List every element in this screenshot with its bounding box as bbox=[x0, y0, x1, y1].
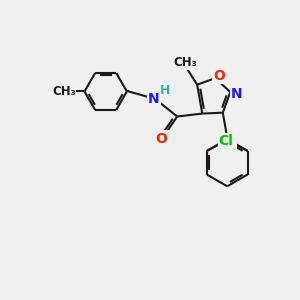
Text: H: H bbox=[159, 84, 170, 97]
Text: N: N bbox=[148, 92, 160, 106]
Text: CH₃: CH₃ bbox=[52, 85, 76, 98]
Text: CH₃: CH₃ bbox=[173, 56, 197, 69]
Text: Cl: Cl bbox=[219, 134, 234, 148]
Text: Cl: Cl bbox=[221, 134, 236, 148]
Text: O: O bbox=[156, 132, 168, 145]
Text: N: N bbox=[231, 86, 243, 100]
Text: O: O bbox=[213, 69, 225, 83]
